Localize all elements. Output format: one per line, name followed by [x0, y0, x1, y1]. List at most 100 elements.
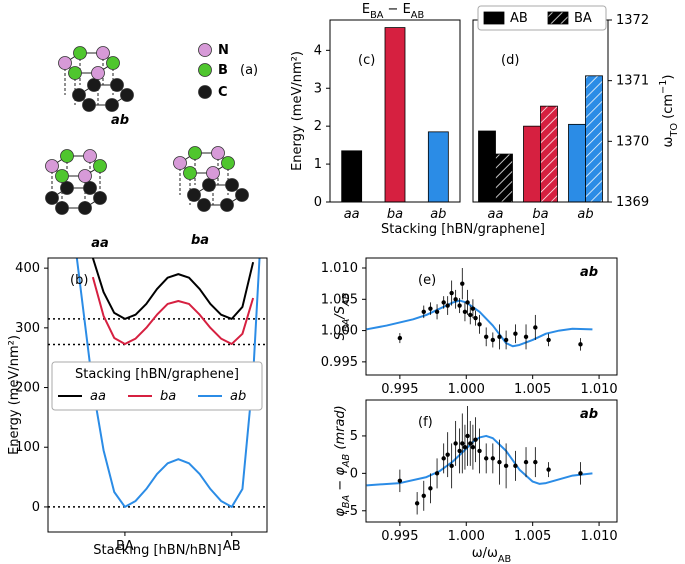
atom — [55, 201, 69, 215]
y-tick-label: 2 — [314, 119, 322, 134]
fit-curve — [366, 299, 593, 348]
atom — [45, 159, 59, 173]
panel-label: (a) — [240, 63, 258, 78]
data-point — [546, 337, 551, 343]
atom — [96, 46, 110, 60]
data-point — [457, 303, 462, 308]
x-tick-label: aa — [488, 207, 504, 222]
atom — [68, 66, 82, 80]
bar — [568, 123, 586, 203]
data-point — [578, 471, 583, 476]
y-tick-label: 1.000 — [321, 323, 358, 338]
atom — [82, 98, 96, 112]
atom — [220, 198, 234, 212]
data-point — [473, 437, 478, 442]
data-point — [513, 331, 518, 336]
atom — [91, 66, 105, 80]
data-point — [470, 306, 476, 311]
data-point — [468, 441, 473, 446]
legend-box — [51, 361, 263, 411]
atom — [78, 169, 92, 183]
atom — [120, 88, 134, 102]
y-tick-label: 1371 — [616, 73, 649, 88]
y-tick-label: 100 — [15, 440, 40, 455]
annotation: ab — [580, 407, 598, 422]
x-tick-label: 1.000 — [448, 529, 485, 544]
atom — [83, 149, 97, 163]
y-tick-label: 1370 — [616, 134, 649, 149]
y-tick-label: -5 — [345, 503, 358, 518]
legend-label: ab — [230, 389, 246, 404]
data-point — [434, 309, 440, 315]
data-point — [428, 486, 433, 491]
atom — [221, 156, 235, 170]
data-point — [428, 306, 433, 311]
data-point — [513, 463, 518, 469]
data-point — [490, 456, 496, 461]
atom — [188, 146, 202, 160]
stacking-label: ba — [191, 233, 209, 248]
data-point — [503, 337, 509, 343]
legend-swatch — [547, 11, 569, 25]
x-tick-label: ab — [577, 207, 593, 222]
annotation: ab — [580, 265, 598, 280]
y-tick-label: 3 — [314, 81, 322, 96]
y-tick-label: 200 — [15, 380, 40, 395]
atom — [198, 43, 212, 57]
bar — [427, 131, 449, 203]
x-tick-label: 0.995 — [381, 382, 418, 397]
data-point — [483, 334, 489, 340]
data-point — [465, 300, 470, 305]
data-point — [462, 444, 468, 450]
data-point — [434, 471, 440, 476]
y-tick-label: 1369 — [616, 195, 649, 210]
legend-label: aa — [90, 389, 106, 404]
curve — [91, 258, 255, 320]
data-point — [465, 433, 470, 439]
data-point — [546, 467, 551, 472]
data-point — [414, 501, 420, 506]
panel-label: (e) — [418, 273, 436, 288]
legend-label: BA — [574, 11, 592, 26]
data-point — [497, 459, 502, 465]
data-point — [460, 281, 465, 286]
data-point — [421, 309, 426, 315]
x-tick-label: BA — [116, 539, 134, 554]
y-tick-label: 1.010 — [321, 261, 358, 276]
atom — [110, 78, 124, 92]
x-tick-label: 1.010 — [580, 529, 617, 544]
plot-frame — [365, 399, 618, 523]
atom — [202, 178, 216, 192]
y-axis-label: SBA/SAB — [333, 292, 352, 340]
y-tick-label: 0 — [314, 195, 322, 210]
y-tick-label: 4 — [314, 43, 322, 58]
x-axis-label: Stacking [hBN/hBN] — [93, 543, 222, 558]
panel-label: (f) — [418, 415, 433, 430]
atom — [225, 178, 239, 192]
x-tick-label: ba — [532, 207, 548, 222]
data-point — [453, 441, 458, 446]
atom — [45, 191, 59, 205]
data-point — [523, 459, 529, 465]
data-point — [483, 456, 489, 461]
atom — [83, 181, 97, 195]
data-point — [397, 335, 403, 341]
data-point — [473, 315, 478, 321]
legend-label: AB — [510, 11, 528, 26]
chart-title: EBA − EAB — [362, 2, 424, 21]
plot-frame — [329, 19, 461, 203]
data-point — [445, 303, 450, 308]
data-point — [460, 441, 465, 446]
atom — [78, 201, 92, 215]
data-point — [453, 297, 458, 302]
atom — [60, 181, 74, 195]
data-point — [490, 337, 496, 343]
species-label: B — [218, 63, 228, 78]
x-tick-label: AB — [223, 539, 241, 554]
atom — [197, 198, 211, 212]
bar — [523, 125, 541, 203]
x-tick-label: 1.000 — [448, 382, 485, 397]
atom — [73, 46, 87, 60]
panel-label: (c) — [358, 53, 375, 68]
